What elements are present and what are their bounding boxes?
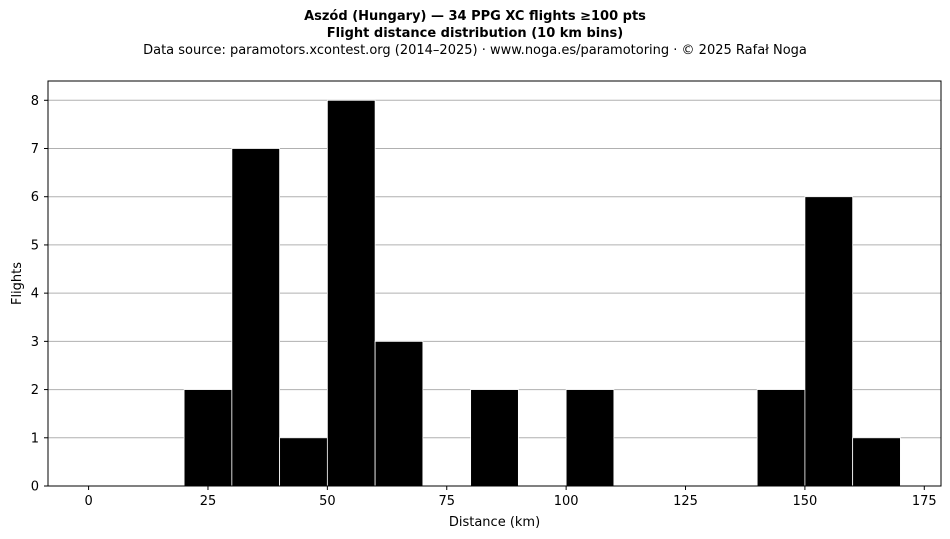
- histogram-bar: [852, 437, 901, 487]
- chart-title: Aszód (Hungary) — 34 PPG XC flights ≥100…: [304, 9, 646, 24]
- chart-subtitle: Flight distance distribution (10 km bins…: [326, 26, 624, 41]
- y-tick-label: 0: [31, 480, 39, 495]
- x-tick-label: 100: [554, 494, 579, 509]
- y-tick-label: 1: [31, 431, 39, 446]
- histogram-bar: [374, 340, 424, 487]
- chart-source-note: Data source: paramotors.xcontest.org (20…: [143, 43, 807, 58]
- histogram-bar: [326, 99, 376, 487]
- x-tick-label: 0: [84, 494, 92, 509]
- plot-frame: [47, 80, 942, 487]
- x-tick-label: 25: [200, 494, 217, 509]
- bars: [183, 99, 901, 487]
- y-tick-label: 3: [31, 335, 39, 350]
- y-tick-label: 5: [31, 238, 39, 253]
- histogram-bar: [231, 148, 281, 487]
- x-tick-label: 150: [792, 494, 817, 509]
- x-tick-label: 75: [438, 494, 455, 509]
- y-tick-label: 8: [31, 94, 39, 109]
- histogram-bar: [804, 196, 854, 487]
- histogram-bar: [470, 389, 519, 487]
- x-tick-label: 50: [319, 494, 336, 509]
- y-tick-label: 7: [31, 142, 39, 157]
- y-tick-label: 2: [31, 383, 39, 398]
- histogram-bar: [279, 437, 328, 487]
- ticks: 0 25 50 75 100 125 150 175 0 1 2 3 4 5 6 7 8: [31, 94, 937, 509]
- y-tick-label: 4: [31, 287, 39, 302]
- y-axis-label: Flights: [10, 262, 25, 305]
- histogram-bar: [756, 389, 806, 487]
- x-axis-label: Distance (km): [449, 515, 540, 530]
- x-tick-label: 175: [912, 494, 937, 509]
- histogram-bar: [183, 389, 233, 487]
- histogram-bar: [565, 389, 615, 487]
- x-tick-label: 125: [673, 494, 698, 509]
- y-tick-label: 6: [31, 190, 39, 205]
- chart-title-block: Aszód (Hungary) — 34 PPG XC flights ≥100…: [0, 8, 950, 59]
